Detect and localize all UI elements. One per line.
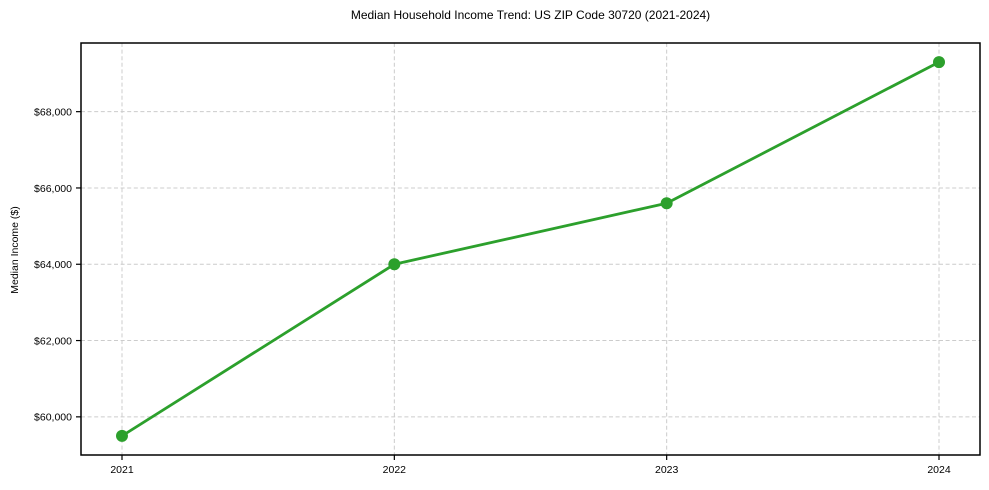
x-tick-label: 2023 xyxy=(655,464,679,476)
trend-line xyxy=(120,60,941,438)
data-point-marker xyxy=(660,197,673,210)
y-tick-label: $66,000 xyxy=(34,183,72,195)
plot-frame xyxy=(80,42,981,456)
data-point-marker xyxy=(388,258,401,271)
chart-title: Median Household Income Trend: US ZIP Co… xyxy=(350,8,711,22)
y-tick-label: $64,000 xyxy=(34,259,72,271)
x-tick-label: 2024 xyxy=(927,464,951,476)
data-point-marker xyxy=(933,56,945,69)
x-tick-label: 2021 xyxy=(110,464,134,476)
y-tick-label: $60,000 xyxy=(34,412,72,424)
data-point-marker xyxy=(116,429,128,442)
y-tick-label: $68,000 xyxy=(34,106,72,118)
x-tick-label: 2022 xyxy=(383,464,407,476)
y-tick-label: $62,000 xyxy=(34,335,72,347)
